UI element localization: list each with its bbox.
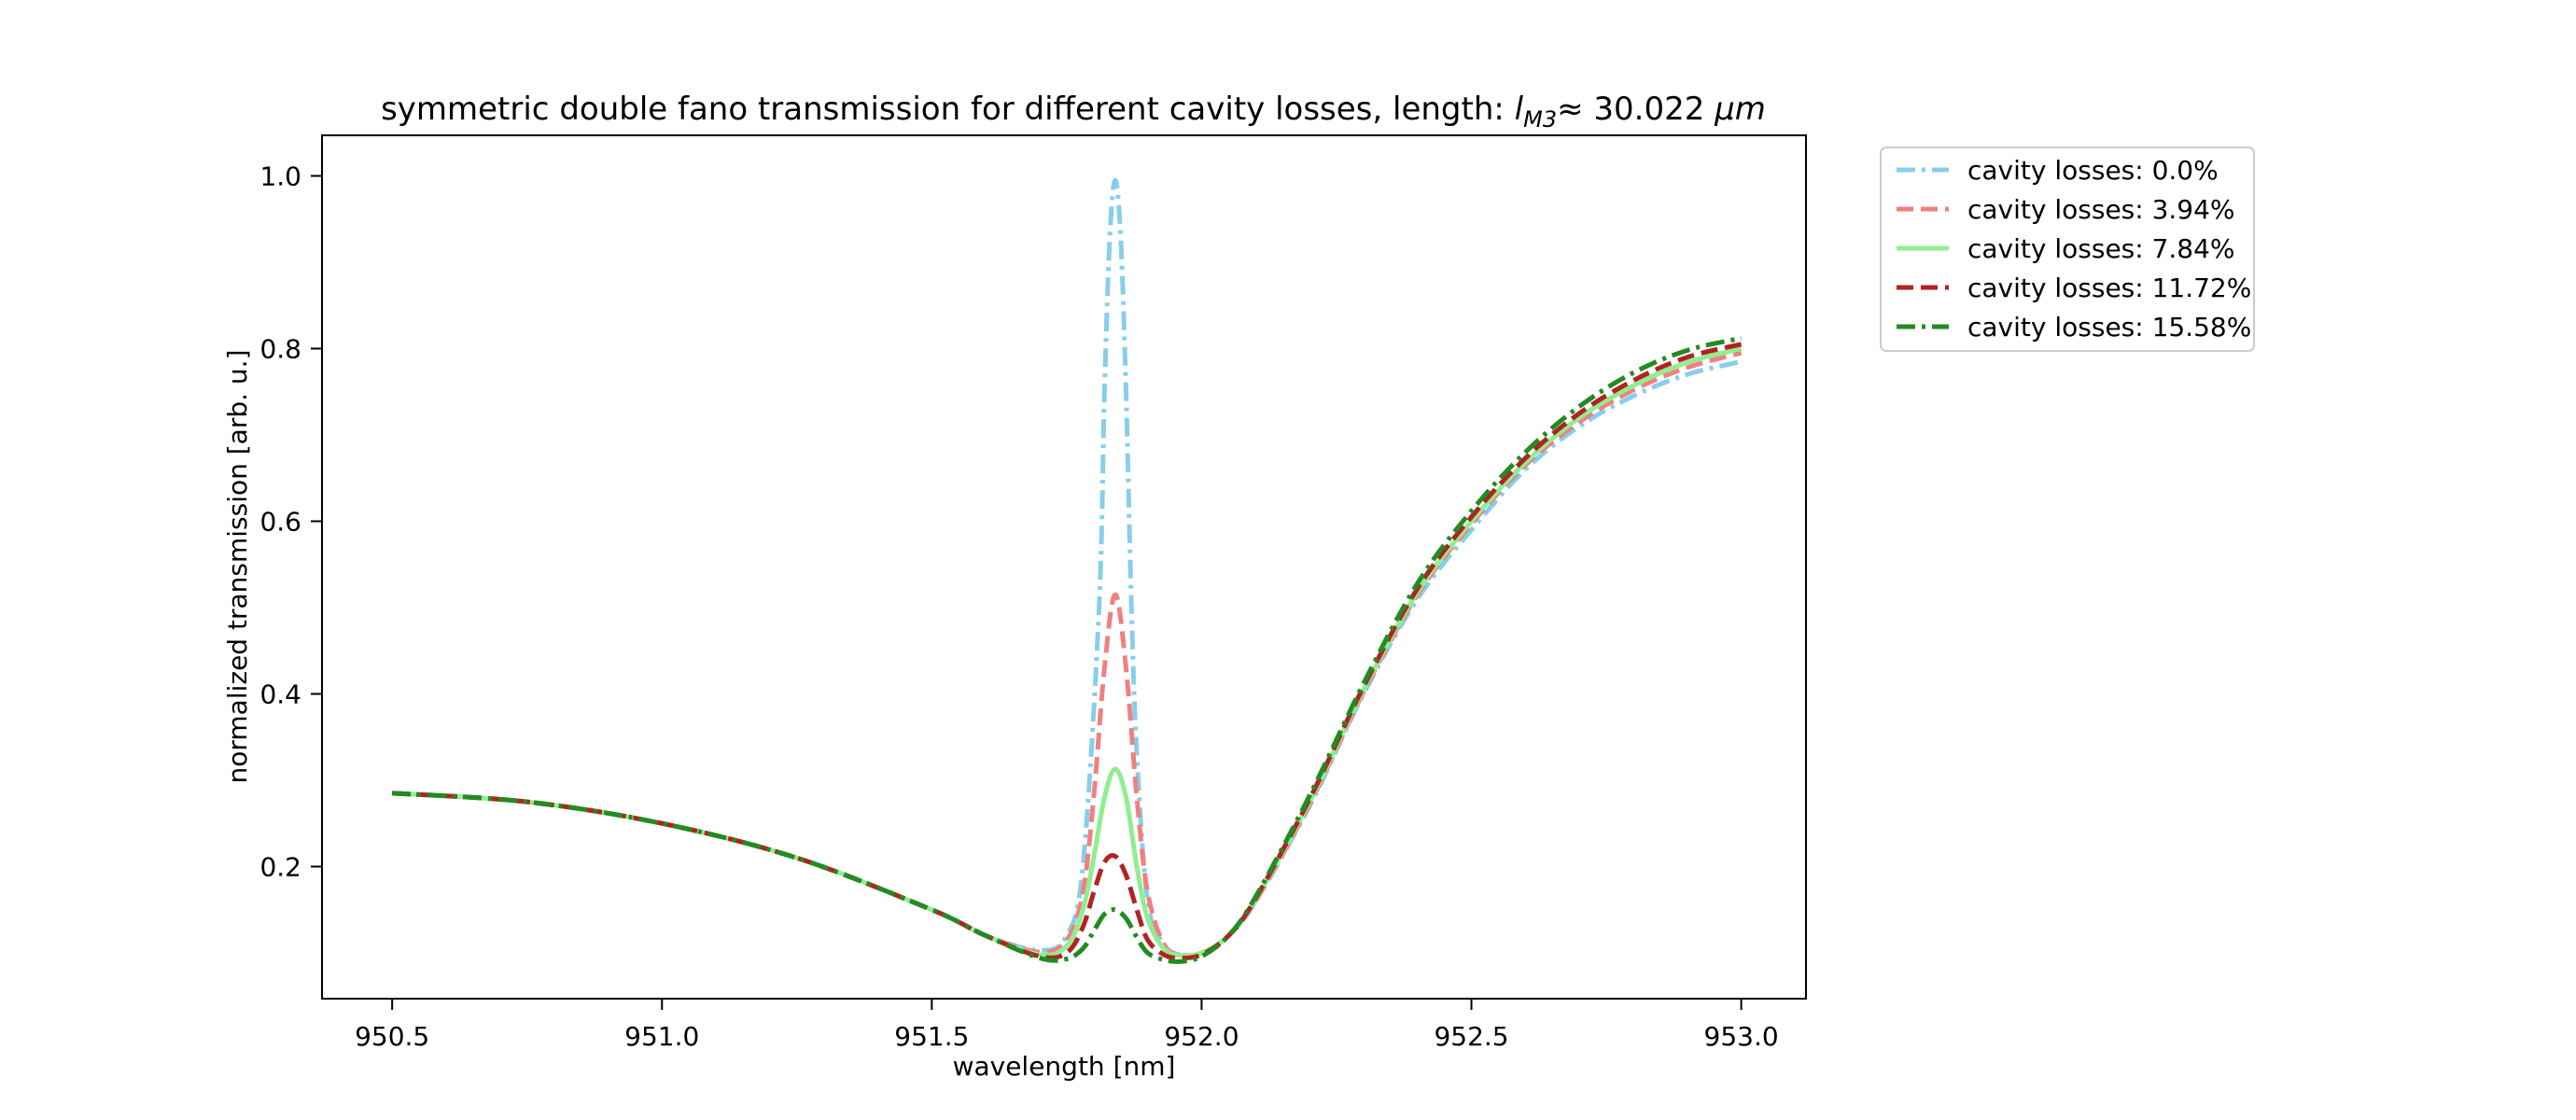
y-axis-label: normalized transmission [arb. u.] <box>222 350 253 784</box>
y-tick-label: 1.0 <box>259 161 301 191</box>
legend: cavity losses: 0.0% cavity losses: 3.94% c… <box>1880 147 2255 352</box>
series-line-1 <box>392 177 1743 959</box>
series-line-4 <box>392 342 1743 961</box>
x-tick-label: 950.5 <box>355 1021 429 1052</box>
chart-title: symmetric double fano transmission for d… <box>381 91 1766 133</box>
legend-label-4: cavity losses: 11.72% <box>1967 273 2251 303</box>
title-symbol: l <box>1515 91 1524 128</box>
legend-label-3: cavity losses: 7.84% <box>1967 233 2235 264</box>
title-subscript: M3 <box>1523 106 1557 133</box>
title-prefix: symmetric double fano transmission for d… <box>381 91 1515 128</box>
x-tick-label: 952.0 <box>1164 1021 1239 1052</box>
x-tick-label: 951.5 <box>894 1021 969 1052</box>
y-tick-label: 0.4 <box>259 679 301 709</box>
x-tick-label: 953.0 <box>1704 1021 1779 1052</box>
legend-label-1: cavity losses: 0.0% <box>1967 155 2219 186</box>
title-suffix: ≈ 30.022 <box>1557 91 1715 128</box>
x-axis-label: wavelength [nm] <box>953 1051 1176 1082</box>
y-axis: 0.2 0.4 0.6 0.8 1.0 <box>259 161 322 882</box>
y-tick-label: 0.8 <box>259 333 301 364</box>
x-tick-label: 952.5 <box>1434 1021 1508 1052</box>
title-unit: μm <box>1714 91 1766 128</box>
legend-frame <box>1880 147 2255 352</box>
series-line-5 <box>392 335 1743 964</box>
legend-label-5: cavity losses: 15.58% <box>1967 312 2251 343</box>
y-tick-label: 0.6 <box>259 506 301 537</box>
y-tick-label: 0.2 <box>259 851 301 882</box>
series-layer <box>392 177 1743 964</box>
legend-label-2: cavity losses: 3.94% <box>1967 194 2235 225</box>
plot-frame <box>321 134 1807 1000</box>
x-tick-label: 951.0 <box>624 1021 699 1052</box>
x-axis: 950.5 951.0 951.5 952.0 952.5 953.0 <box>355 999 1779 1052</box>
series-line-3 <box>392 346 1743 959</box>
